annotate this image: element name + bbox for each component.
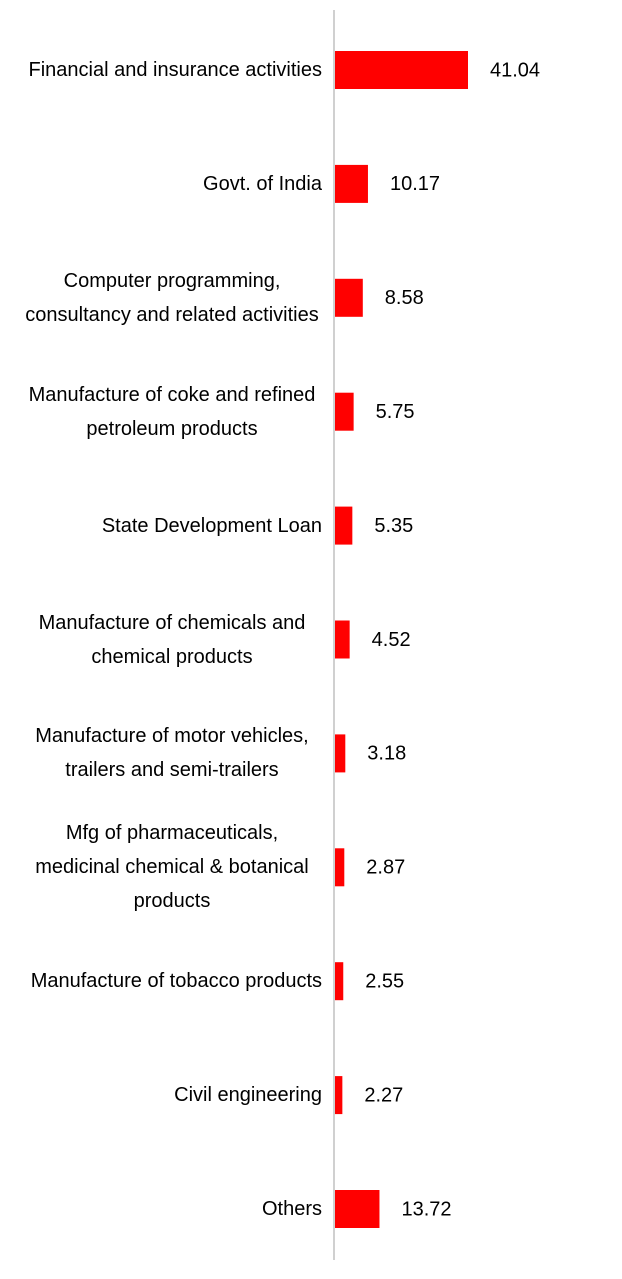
value-label: 10.17 [390, 173, 440, 195]
category-label: Civil engineering [174, 1084, 322, 1107]
bar [335, 848, 345, 887]
category-label: Manufacture of chemicals and chemical pr… [38, 611, 306, 668]
category-label-box: Manufacture of tobacco products [10, 964, 322, 998]
bar [335, 506, 353, 545]
value-label: 5.35 [374, 515, 413, 537]
category-label-box: Computer programming, consultancy and re… [10, 264, 322, 332]
category-label-box: Financial and insurance activities [10, 53, 323, 87]
bar [335, 734, 346, 773]
category-label-box: State Development Loan [10, 509, 322, 543]
bar [335, 278, 363, 317]
bar [335, 1076, 343, 1115]
value-label: 13.72 [401, 1198, 451, 1220]
value-label: 8.58 [385, 287, 424, 309]
bar [335, 620, 350, 659]
category-label: Financial and insurance activities [28, 59, 323, 81]
value-label: 2.87 [366, 857, 405, 879]
category-label: Computer programming, consultancy and re… [25, 269, 319, 326]
category-label: Govt. of India [203, 172, 322, 195]
bar [335, 51, 468, 89]
category-label-box: Others [10, 1192, 322, 1226]
value-label: 5.75 [376, 401, 415, 423]
bar [335, 1190, 380, 1228]
category-label-box: Civil engineering [10, 1078, 322, 1112]
value-label: 2.55 [365, 970, 404, 992]
category-label: Manufacture of motor vehicles, trailers … [35, 725, 309, 782]
category-label: Manufacture of coke and refined petroleu… [28, 383, 316, 440]
bar [335, 164, 368, 203]
category-label: Mfg of pharmaceuticals, medicinal chemic… [35, 822, 309, 913]
category-label: State Development Loan [101, 514, 322, 537]
category-label: Others [261, 1198, 322, 1220]
category-label-box: Mfg of pharmaceuticals, medicinal chemic… [10, 816, 322, 918]
value-label: 41.04 [490, 59, 540, 81]
value-label: 4.52 [372, 629, 411, 651]
category-label-box: Manufacture of coke and refined petroleu… [10, 378, 322, 446]
category-label-box: Manufacture of motor vehicles, trailers … [10, 719, 322, 787]
bar [335, 962, 344, 1001]
category-label-box: Manufacture of chemicals and chemical pr… [10, 606, 322, 674]
value-label: 2.27 [364, 1084, 403, 1106]
category-label: Manufacture of tobacco products [30, 970, 322, 993]
bar [335, 392, 354, 431]
category-label-box: Govt. of India [10, 167, 322, 201]
value-label: 3.18 [367, 743, 406, 765]
